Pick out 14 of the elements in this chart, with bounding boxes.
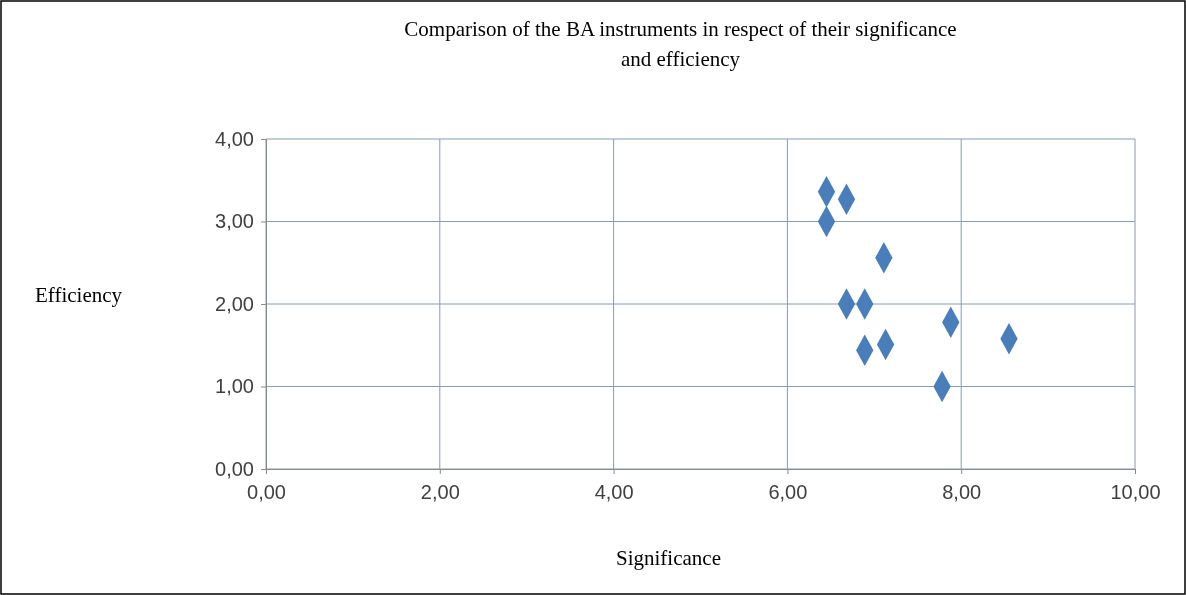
y-tick-label: 2,00 [215,292,254,315]
x-tick-label: 2,00 [420,481,460,503]
y-tick-label: 1,00 [215,375,254,398]
x-axis-title: Significance [616,546,721,570]
y-axis-title: Efficiency [35,283,123,307]
x-tick-label: 10,00 [1110,481,1161,503]
y-tick-label: 3,00 [215,210,254,233]
chart-title: Comparison of the BA instruments in respect of their significance and efficiency [404,17,957,71]
x-tick-label: 4,00 [594,481,634,503]
x-tick-label: 8,00 [942,481,982,503]
x-tick-label: 6,00 [768,481,808,503]
x-tick-label: 0,00 [247,481,286,503]
y-tick-label: 4,00 [215,127,254,150]
y-tick-label: 0,00 [215,457,254,480]
